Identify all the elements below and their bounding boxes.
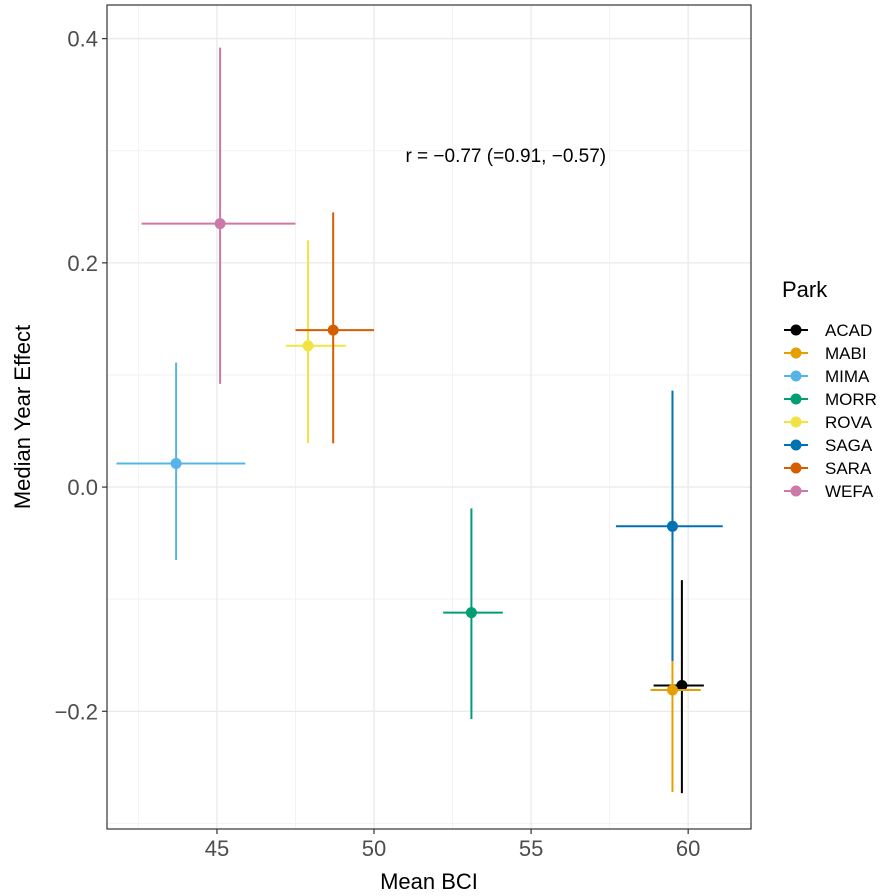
legend-label: WEFA xyxy=(825,482,874,501)
series-mima xyxy=(116,362,246,560)
data-point xyxy=(666,520,678,532)
correlation-annotation: r = −0.77 (=0.91, −0.57) xyxy=(405,146,606,167)
series-acad xyxy=(653,580,704,794)
legend-item-saga: SAGA xyxy=(784,436,873,455)
legend-key-point xyxy=(790,416,802,428)
legend-key-point xyxy=(790,462,802,474)
data-point xyxy=(666,684,678,696)
legend-key-point xyxy=(790,439,802,451)
y-tick-label: 0.2 xyxy=(67,251,98,276)
legend-item-morr: MORR xyxy=(784,390,877,409)
x-tick-label: 60 xyxy=(676,836,700,861)
legend-label: SARA xyxy=(825,459,872,478)
y-tick-label: 0.4 xyxy=(67,27,98,52)
legend: Park ACAD MABI MIMA MORR ROVA SAGA SARA WEFA xyxy=(782,277,877,501)
legend-key-point xyxy=(790,324,802,336)
series-saga xyxy=(615,390,723,661)
data-point xyxy=(676,680,688,692)
legend-label: ROVA xyxy=(825,413,873,432)
x-tick-label: 50 xyxy=(362,836,386,861)
legend-item-mabi: MABI xyxy=(784,344,867,363)
legend-label: ACAD xyxy=(825,321,872,340)
legend-title: Park xyxy=(782,277,828,302)
series-rova xyxy=(286,240,346,444)
y-tick-label: 0.0 xyxy=(67,475,98,500)
series-wefa xyxy=(141,47,296,384)
y-axis-title: Median Year Effect xyxy=(10,325,35,509)
x-tick-label: 55 xyxy=(519,836,543,861)
panel-border xyxy=(106,4,752,830)
x-axis-ticks: 45 50 55 60 xyxy=(205,829,700,861)
major-gridlines xyxy=(107,5,751,829)
minor-gridlines xyxy=(107,5,751,829)
legend-item-rova: ROVA xyxy=(784,413,873,432)
legend-label: MORR xyxy=(825,390,877,409)
legend-item-sara: SARA xyxy=(784,459,872,478)
legend-key-point xyxy=(790,370,802,382)
data-point xyxy=(302,340,314,352)
y-tick-label: −0.2 xyxy=(55,699,98,724)
legend-key-point xyxy=(790,347,802,359)
legend-key-point xyxy=(790,393,802,405)
legend-item-acad: ACAD xyxy=(784,321,872,340)
legend-key-point xyxy=(790,485,802,497)
y-axis-ticks: −0.2 0.0 0.2 0.4 xyxy=(55,27,107,724)
legend-label: MABI xyxy=(825,344,867,363)
legend-label: SAGA xyxy=(825,436,873,455)
legend-item-mima: MIMA xyxy=(784,367,870,386)
chart-marks xyxy=(116,47,723,794)
x-tick-label: 45 xyxy=(205,836,229,861)
data-point xyxy=(214,218,226,230)
legend-label: MIMA xyxy=(825,367,870,386)
legend-item-wefa: WEFA xyxy=(784,482,874,501)
data-point xyxy=(327,324,339,336)
series-sara xyxy=(295,212,375,444)
data-point xyxy=(465,607,477,619)
series-morr xyxy=(443,508,503,720)
x-axis-title: Mean BCI xyxy=(380,869,478,894)
data-point xyxy=(170,458,182,470)
